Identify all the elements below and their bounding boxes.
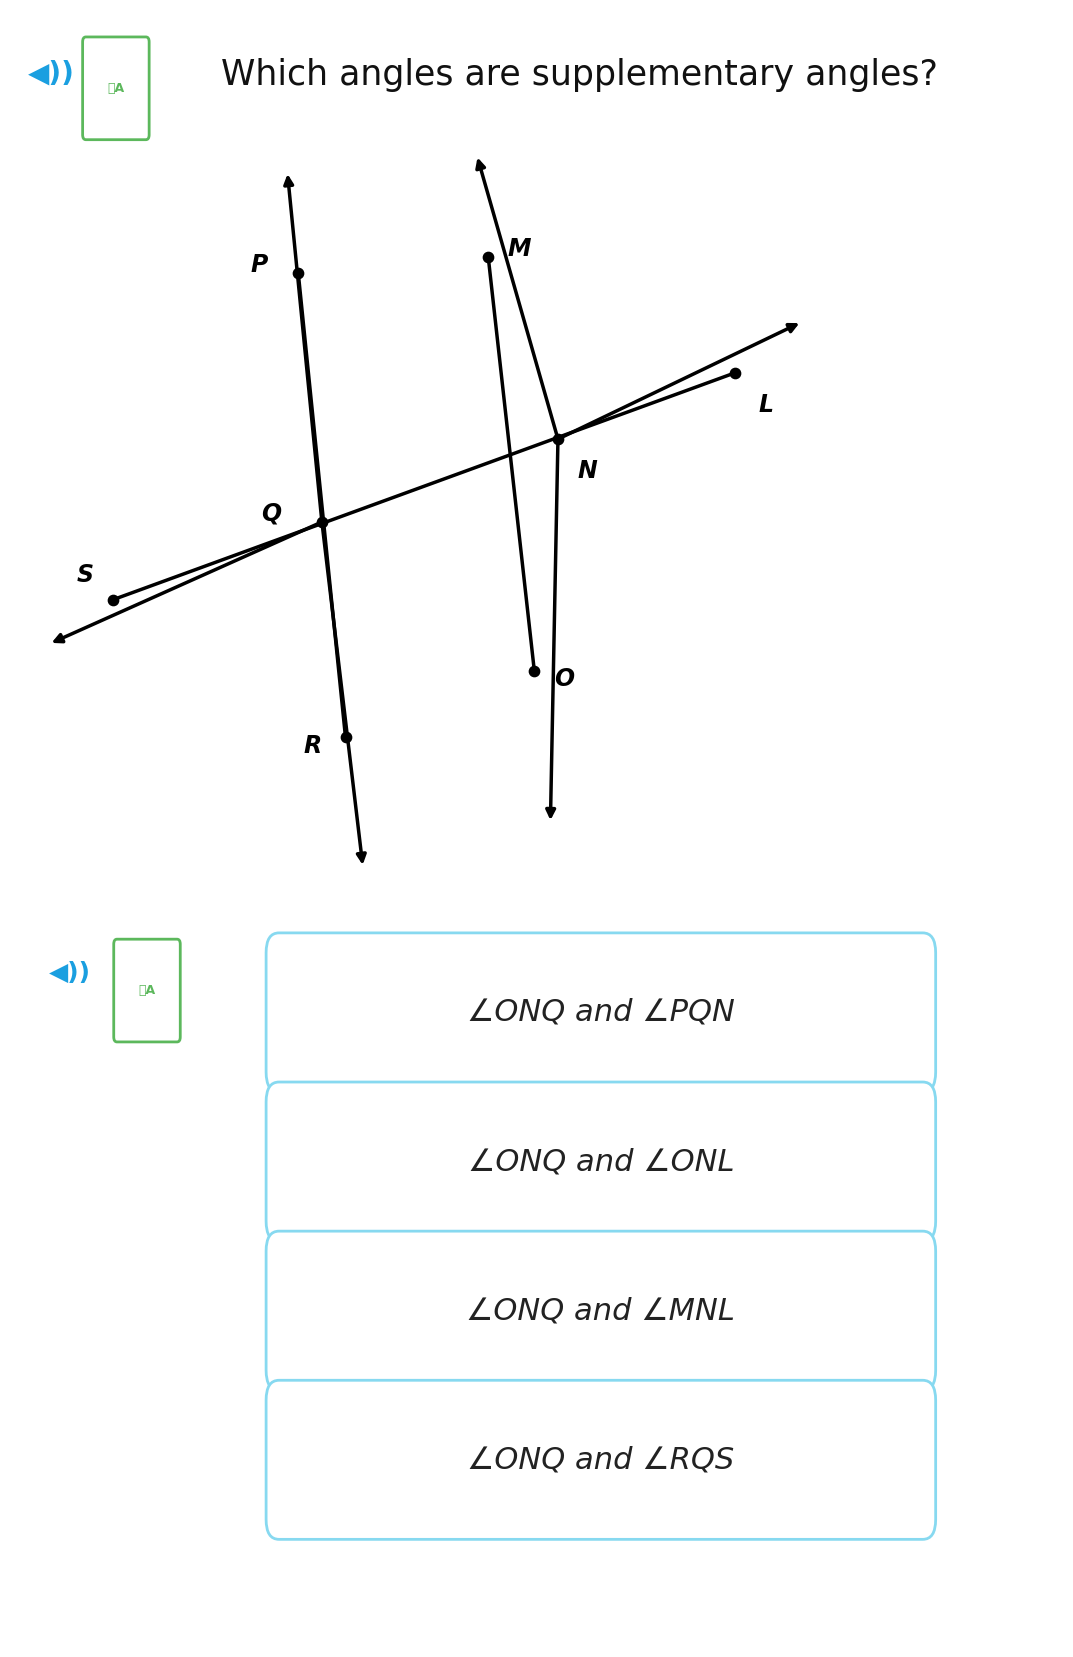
Point (726, 360, 744, 386)
Point (549, 426, 567, 452)
FancyBboxPatch shape (266, 1231, 936, 1390)
FancyBboxPatch shape (266, 1380, 936, 1539)
Text: ∠ONQ and ∠ONL: ∠ONQ and ∠ONL (468, 1147, 734, 1176)
Point (313, 509, 330, 535)
Text: Q: Q (261, 502, 281, 525)
Text: 文A: 文A (138, 984, 156, 998)
Text: O: O (554, 668, 574, 691)
Point (290, 260, 307, 287)
Text: L: L (759, 393, 774, 416)
Text: ∠ONQ and ∠RQS: ∠ONQ and ∠RQS (467, 1445, 735, 1475)
Text: ◀)): ◀)) (28, 60, 75, 88)
FancyBboxPatch shape (266, 1082, 936, 1241)
Text: N: N (577, 459, 597, 482)
Text: 文A: 文A (107, 81, 124, 94)
Point (480, 244, 497, 270)
Text: ◀)): ◀)) (48, 961, 91, 984)
Point (337, 724, 354, 751)
Text: R: R (304, 734, 322, 757)
Text: S: S (76, 563, 93, 587)
Text: P: P (251, 254, 268, 277)
FancyBboxPatch shape (266, 933, 936, 1092)
Point (526, 658, 543, 684)
Text: ∠ONQ and ∠PQN: ∠ONQ and ∠PQN (467, 998, 735, 1027)
Text: M: M (508, 237, 531, 260)
Text: ∠ONQ and ∠MNL: ∠ONQ and ∠MNL (467, 1296, 735, 1326)
Text: Which angles are supplementary angles?: Which angles are supplementary angles? (221, 58, 938, 93)
Point (104, 587, 121, 613)
